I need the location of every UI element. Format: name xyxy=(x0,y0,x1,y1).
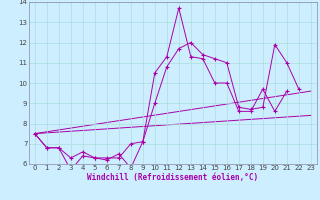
X-axis label: Windchill (Refroidissement éolien,°C): Windchill (Refroidissement éolien,°C) xyxy=(87,173,258,182)
